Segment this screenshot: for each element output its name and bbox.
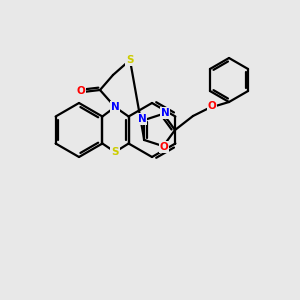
Text: S: S	[126, 55, 134, 65]
Text: N: N	[161, 108, 170, 118]
Text: O: O	[76, 86, 85, 96]
Text: N: N	[138, 114, 147, 124]
Text: O: O	[160, 142, 169, 152]
Text: N: N	[111, 102, 119, 112]
Text: S: S	[111, 147, 119, 157]
Text: O: O	[208, 101, 216, 111]
